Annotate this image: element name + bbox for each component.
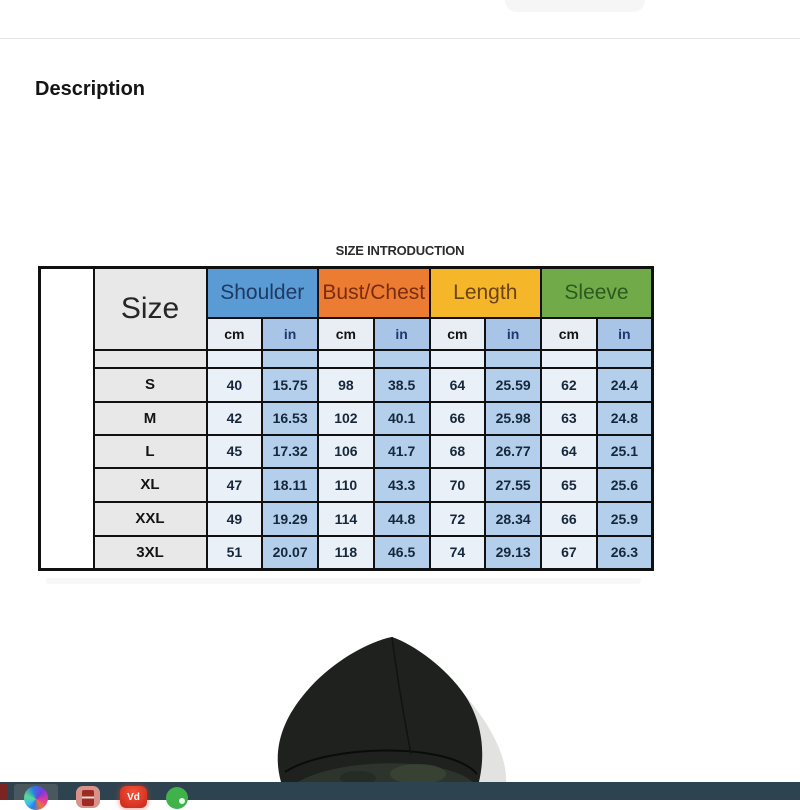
- group-header-shoulder: Shoulder: [205, 266, 319, 319]
- size-label: 3XL: [92, 534, 208, 571]
- product-hoodie-image: [277, 636, 507, 782]
- value-cell: 15.75: [261, 366, 319, 403]
- unit-cell-cm: cm: [428, 316, 487, 351]
- table-row: XL 47 18.11 110 43.3 70 27.55 65 25.6: [40, 466, 654, 503]
- size-label: M: [92, 400, 208, 436]
- taskbar-edge-icon[interactable]: [0, 783, 7, 800]
- table-row: L 45 17.32 106 41.7 68 26.77 64 25.1: [40, 433, 654, 469]
- value-cell: 42: [205, 400, 264, 436]
- group-header-bust-chest: Bust/Chest: [317, 266, 431, 319]
- value-cell: 62: [540, 366, 598, 403]
- value-cell: 98: [317, 366, 375, 403]
- value-cell: 110: [317, 466, 375, 503]
- value-cell: 41.7: [372, 433, 431, 469]
- size-label: XL: [92, 466, 208, 503]
- value-cell: 51: [205, 534, 264, 571]
- unit-cell-in: in: [372, 316, 431, 351]
- value-cell: 27.55: [484, 466, 543, 503]
- red-reader-icon-glyph: [82, 790, 94, 806]
- page-top-card-remnant: [505, 0, 645, 12]
- size-table: Size Shoulder Bust/Chest Length Sleeve c…: [38, 266, 655, 571]
- value-cell: 66: [540, 500, 598, 537]
- section-divider: [0, 38, 800, 39]
- value-cell: 68: [428, 433, 487, 469]
- value-cell: 74: [428, 534, 487, 571]
- unit-cell-in: in: [261, 316, 319, 351]
- value-cell: 64: [428, 366, 487, 403]
- table-row: S 40 15.75 98 38.5 64 25.59 62 24.4: [40, 366, 654, 403]
- video-vd-icon[interactable]: Vd: [120, 786, 147, 808]
- value-cell: 28.34: [484, 500, 543, 537]
- value-cell: 63: [540, 400, 598, 436]
- value-cell: 24.8: [595, 400, 654, 436]
- value-cell: 46.5: [372, 534, 431, 571]
- description-heading: Description: [35, 78, 146, 100]
- value-cell: 66: [428, 400, 487, 436]
- value-cell: 25.98: [484, 400, 543, 436]
- value-cell: 18.11: [261, 466, 319, 503]
- value-cell: 47: [205, 466, 264, 503]
- value-cell: 26.77: [484, 433, 543, 469]
- value-cell: 40: [205, 366, 264, 403]
- value-cell: 16.53: [261, 400, 319, 436]
- unit-cell-cm: cm: [205, 316, 264, 351]
- value-cell: 44.8: [372, 500, 431, 537]
- value-cell: 49: [205, 500, 264, 537]
- value-cell: 64: [540, 433, 598, 469]
- value-cell: 20.07: [261, 534, 319, 571]
- table-row: M 42 16.53 102 40.1 66 25.98 63 24.8: [40, 400, 654, 436]
- value-cell: 106: [317, 433, 375, 469]
- value-cell: 25.59: [484, 366, 543, 403]
- table-shadow: [46, 578, 641, 584]
- table-row: 3XL 51 20.07 118 46.5 74 29.13 67 26.3: [40, 534, 654, 571]
- taskbar: Vd: [0, 782, 800, 810]
- value-cell: 102: [317, 400, 375, 436]
- value-cell: 25.1: [595, 433, 654, 469]
- value-cell: 38.5: [372, 366, 431, 403]
- value-cell: 67: [540, 534, 598, 571]
- size-chart-title: SIZE INTRODUCTION: [335, 243, 465, 258]
- value-cell: 29.13: [484, 534, 543, 571]
- size-label: S: [92, 366, 208, 403]
- value-cell: 118: [317, 534, 375, 571]
- value-cell: 17.32: [261, 433, 319, 469]
- unit-cell-in: in: [484, 316, 543, 351]
- value-cell: 65: [540, 466, 598, 503]
- wechat-icon[interactable]: [166, 787, 188, 809]
- size-label: L: [92, 433, 208, 469]
- table-row: XXL 49 19.29 114 44.8 72 28.34 66 25.9: [40, 500, 654, 537]
- value-cell: 43.3: [372, 466, 431, 503]
- value-cell: 114: [317, 500, 375, 537]
- browser-swirl-icon[interactable]: [24, 786, 48, 810]
- value-cell: 45: [205, 433, 264, 469]
- size-label: XXL: [92, 500, 208, 537]
- unit-cell-in: in: [595, 316, 654, 351]
- red-reader-icon[interactable]: [76, 786, 100, 808]
- value-cell: 40.1: [372, 400, 431, 436]
- value-cell: 24.4: [595, 366, 654, 403]
- value-cell: 72: [428, 500, 487, 537]
- value-cell: 70: [428, 466, 487, 503]
- value-cell: 25.9: [595, 500, 654, 537]
- size-column-header: Size: [92, 266, 208, 351]
- unit-cell-cm: cm: [317, 316, 375, 351]
- group-header-sleeve: Sleeve: [540, 266, 654, 319]
- value-cell: 25.6: [595, 466, 654, 503]
- value-cell: 26.3: [595, 534, 654, 571]
- group-header-length: Length: [428, 266, 543, 319]
- value-cell: 19.29: [261, 500, 319, 537]
- unit-cell-cm: cm: [540, 316, 598, 351]
- table-left-margin-column: [38, 266, 95, 571]
- spacer-row: [40, 348, 654, 369]
